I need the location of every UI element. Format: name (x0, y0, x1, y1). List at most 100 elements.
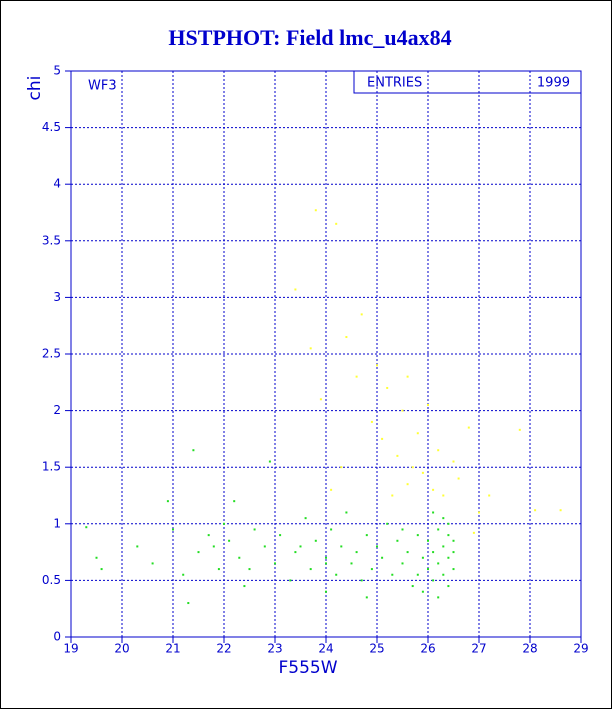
x-axis-label: F555W (278, 658, 337, 678)
point (467, 426, 470, 429)
point (447, 534, 450, 537)
point (534, 509, 537, 512)
point (386, 522, 389, 525)
point (212, 545, 215, 548)
point (187, 602, 190, 605)
plot-frame (70, 70, 582, 638)
point (447, 556, 450, 559)
point (151, 562, 154, 565)
point (294, 551, 297, 554)
point (421, 556, 424, 559)
point (421, 471, 424, 474)
point (309, 347, 312, 350)
point (411, 585, 414, 588)
point (442, 494, 445, 497)
point (391, 573, 394, 576)
point (381, 556, 384, 559)
point (427, 539, 429, 542)
y-axis-label: chi (25, 76, 45, 101)
point (401, 562, 404, 565)
point (452, 551, 455, 554)
point (416, 573, 419, 576)
point (248, 568, 251, 571)
point (396, 539, 399, 542)
point (416, 534, 419, 537)
point (427, 403, 429, 406)
point (166, 500, 169, 503)
point (345, 336, 348, 339)
point (279, 534, 282, 537)
x-tick-label: 25 (369, 642, 384, 656)
point (325, 562, 327, 565)
chart-title: HSTPHOT: Field lmc_u4ax84 (168, 25, 451, 50)
point (457, 477, 460, 480)
point (437, 562, 440, 565)
point (228, 539, 231, 542)
point (360, 579, 363, 582)
point (335, 573, 338, 576)
point (325, 590, 327, 593)
point (447, 522, 450, 525)
point (238, 556, 241, 559)
point (223, 522, 225, 525)
point (488, 494, 491, 497)
point (365, 596, 368, 599)
x-tick-label: 19 (63, 642, 78, 656)
point (406, 375, 409, 378)
point (416, 432, 419, 435)
point (263, 545, 266, 548)
point (330, 488, 333, 491)
point (401, 409, 404, 412)
point (442, 517, 445, 520)
point (182, 573, 185, 576)
point (330, 528, 333, 531)
point (233, 500, 236, 503)
point (432, 579, 435, 582)
point (304, 517, 307, 520)
point (136, 545, 139, 548)
point (432, 551, 435, 554)
point (386, 386, 389, 389)
point (411, 466, 414, 469)
point (253, 528, 256, 531)
point (197, 551, 200, 554)
point (452, 460, 455, 463)
point (472, 531, 475, 534)
x-tick-label: 26 (420, 642, 435, 656)
x-tick-label: 28 (522, 642, 537, 656)
point (427, 568, 429, 571)
x-tick-label: 21 (165, 642, 180, 656)
point (447, 585, 450, 588)
point (437, 596, 440, 599)
point (370, 420, 373, 423)
point (391, 494, 394, 497)
point (452, 568, 455, 571)
point (355, 551, 358, 554)
point (376, 545, 378, 548)
point (355, 375, 358, 378)
y-tick-label: 3 (53, 290, 61, 304)
point (478, 511, 480, 514)
point (432, 511, 435, 514)
point (360, 313, 363, 316)
point (396, 454, 399, 457)
point (365, 534, 368, 537)
point (432, 488, 435, 491)
y-tick-label: 0.5 (42, 573, 61, 587)
y-tick-label: 5 (53, 64, 61, 78)
y-tick-label: 4 (53, 177, 61, 191)
point (294, 288, 297, 291)
x-tick-label: 29 (573, 642, 588, 656)
y-tick-label: 0 (53, 630, 61, 644)
x-tick-label: 24 (318, 642, 333, 656)
point (95, 556, 98, 559)
point (192, 449, 195, 452)
y-tick-label: 1.5 (42, 460, 61, 474)
point (340, 466, 343, 469)
y-tick-label: 2.5 (42, 347, 61, 361)
point (452, 539, 455, 542)
point (172, 528, 174, 531)
point (268, 460, 271, 463)
